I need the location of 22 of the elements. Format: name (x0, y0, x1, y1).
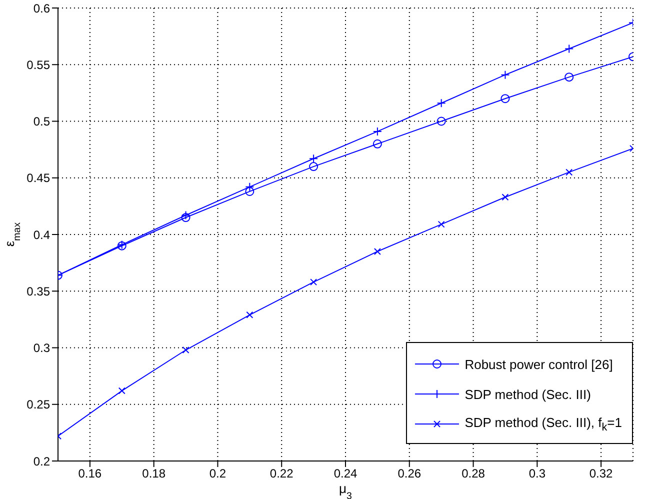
y-tick-label: 0.55 (26, 58, 50, 72)
x-tick-label: 0.24 (334, 466, 358, 481)
y-tick-label: 0.2 (33, 454, 50, 468)
y-tick-label: 0.45 (26, 171, 50, 186)
x-tick-label: 0.18 (142, 466, 166, 481)
y-tick-label: 0.4 (33, 228, 50, 242)
x-tick-label: 0.16 (78, 466, 102, 481)
x-tick-label: 0.28 (462, 466, 486, 481)
x-tick-label: 0.26 (398, 466, 422, 481)
y-tick-label: 0.6 (33, 1, 50, 16)
x-axis-title: μ$_{3}$ (339, 481, 352, 499)
x-tick-label: 0.2 (209, 466, 226, 481)
legend-label: SDP method (Sec. III) (464, 386, 591, 402)
x-tick-label: 0.3 (528, 466, 546, 481)
y-tick-label: 0.35 (26, 284, 50, 298)
x-tick-label: 0.22 (270, 466, 294, 481)
y-tick-label: 0.3 (33, 341, 50, 356)
y-tick-label: 0.25 (26, 398, 50, 412)
y-tick-label: 0.5 (33, 114, 50, 129)
x-tick-label: 0.32 (589, 466, 614, 481)
legend-label: SDP method (Sec. III), f$_{k}$=1 (464, 414, 622, 434)
legend-label: Robust power control [26] (464, 356, 613, 372)
